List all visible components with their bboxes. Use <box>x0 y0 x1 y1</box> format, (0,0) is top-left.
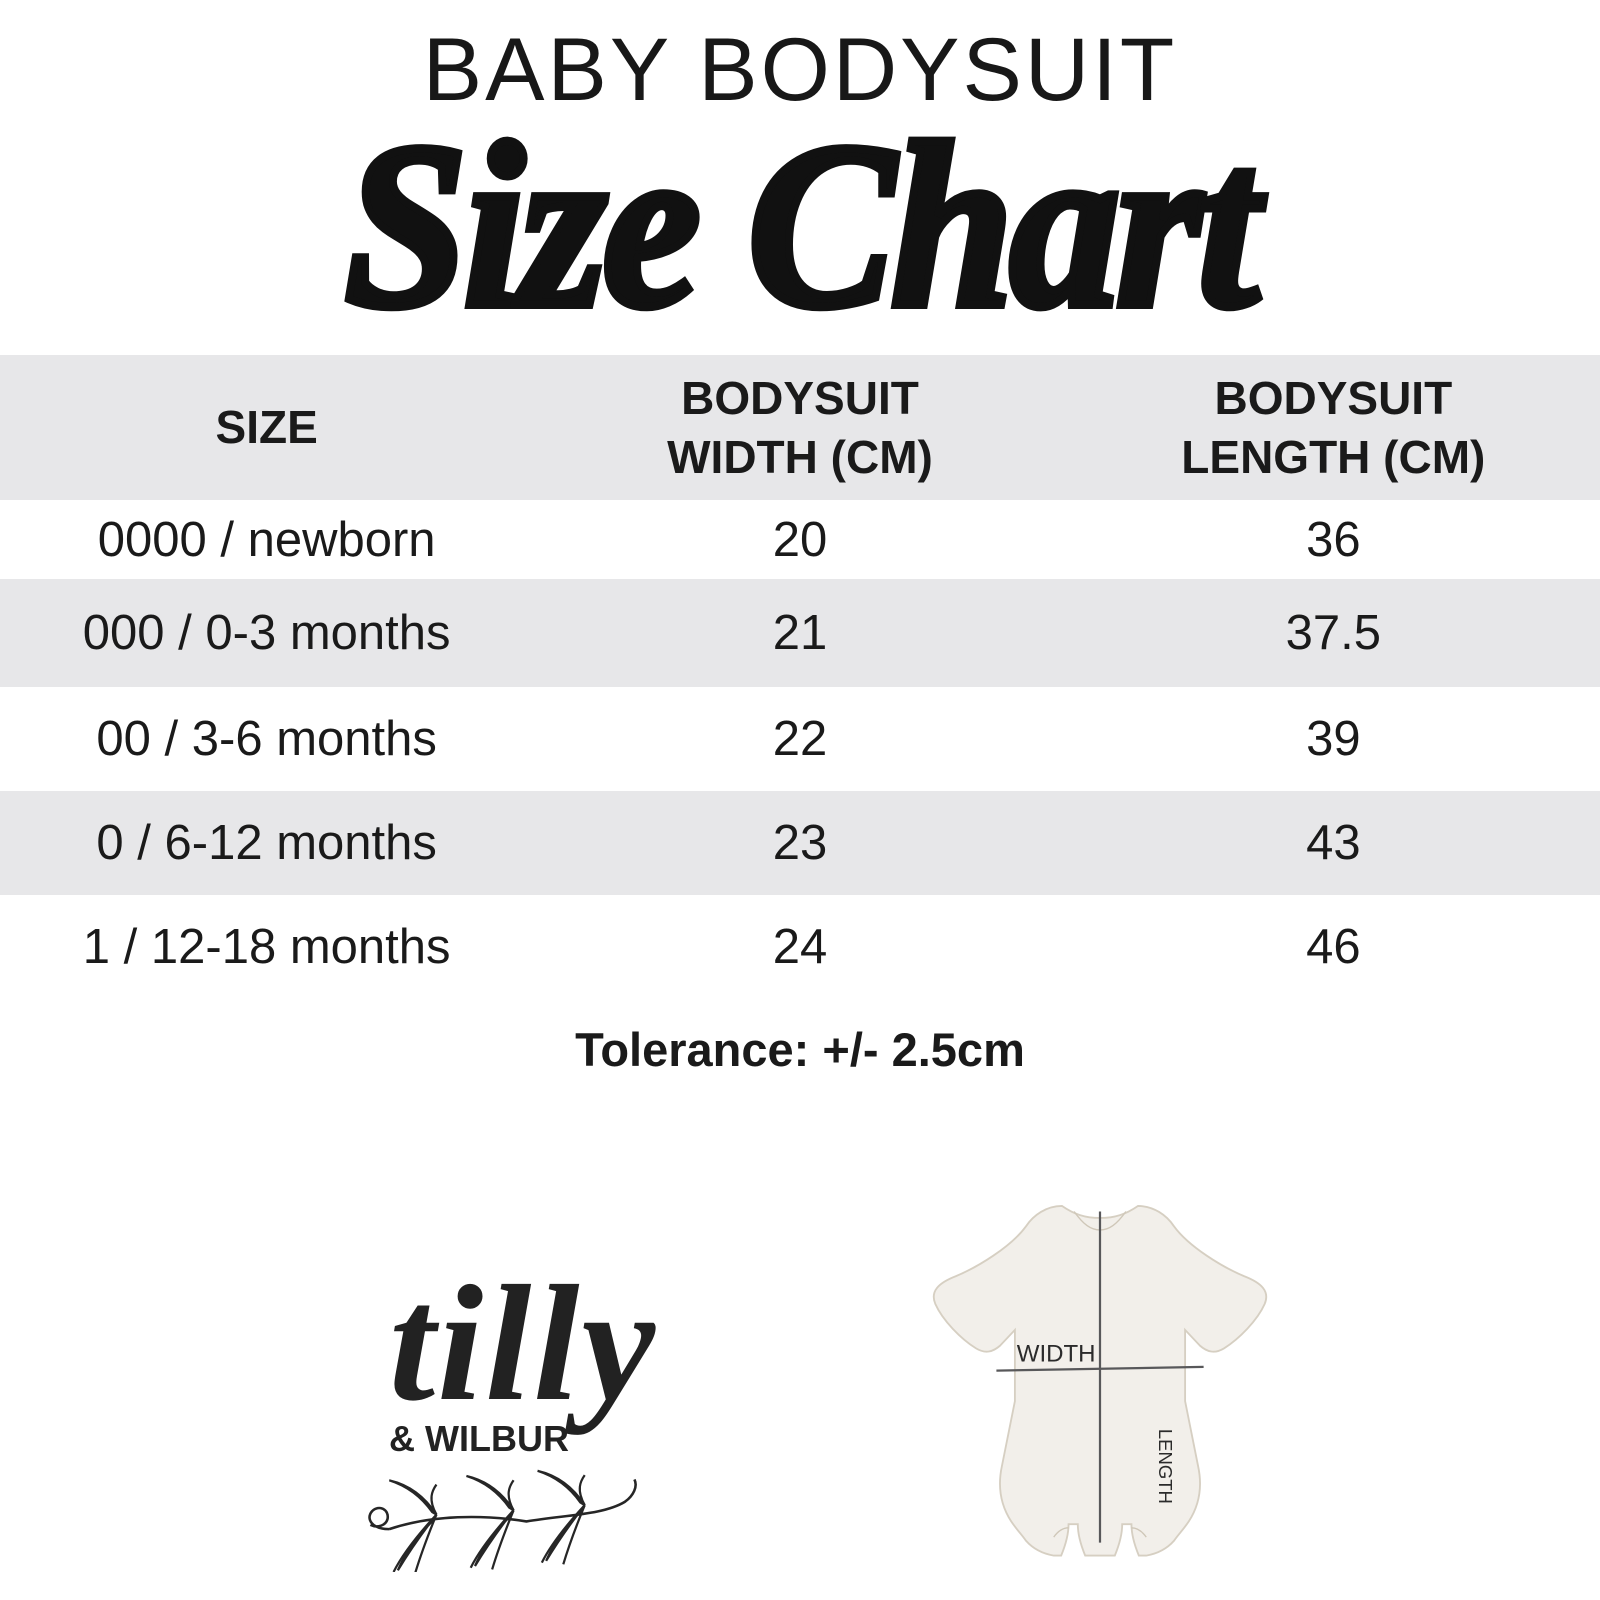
svg-text:WIDTH: WIDTH <box>1017 1340 1096 1367</box>
svg-text:LENGTH: LENGTH <box>1155 1429 1176 1504</box>
